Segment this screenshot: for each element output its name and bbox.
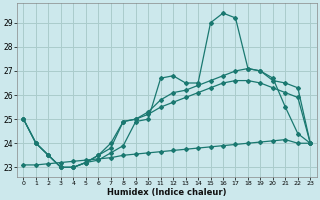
X-axis label: Humidex (Indice chaleur): Humidex (Indice chaleur)	[107, 188, 227, 197]
